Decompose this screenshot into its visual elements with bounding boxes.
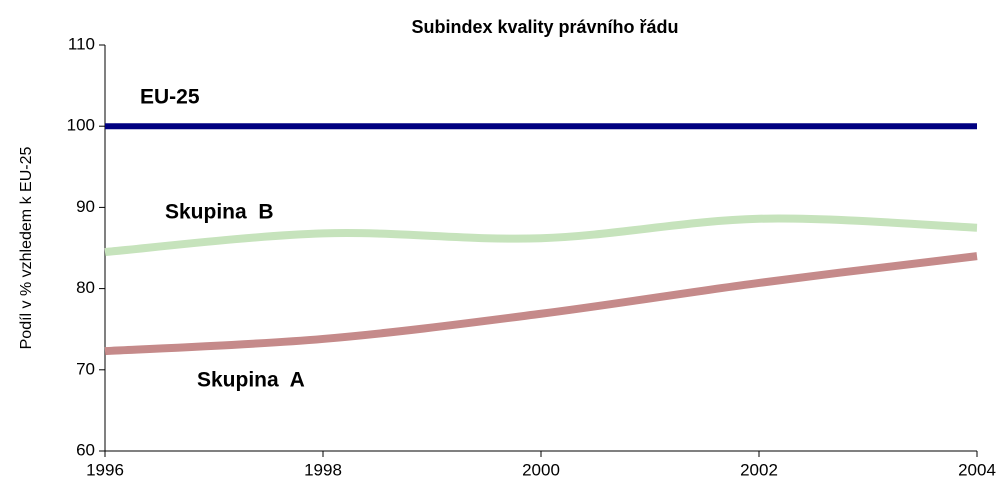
chart-title: Subindex kvality právního řádu: [411, 17, 678, 37]
series-label: EU-25: [140, 86, 200, 109]
series-label: Skupina A: [197, 369, 305, 392]
x-tick-label: 2004: [958, 460, 996, 479]
series-label: Skupina B: [165, 201, 274, 224]
x-tick-label: 1998: [304, 460, 342, 479]
x-tick-label: 2002: [740, 460, 778, 479]
series-line: [104, 214, 978, 257]
x-tick-label: 2000: [522, 460, 560, 479]
y-tick-label: 60: [76, 440, 95, 459]
y-tick-label: 110: [68, 34, 95, 53]
y-tick-label: 70: [76, 359, 95, 378]
series-line: [104, 252, 978, 356]
y-tick-label: 100: [67, 116, 95, 135]
y-tick-label: 90: [76, 197, 95, 216]
y-tick-label: 80: [76, 278, 95, 297]
y-axis-label: Podíl v % vzhledem k EU-25: [18, 147, 35, 350]
x-tick-label: 1996: [86, 460, 124, 479]
